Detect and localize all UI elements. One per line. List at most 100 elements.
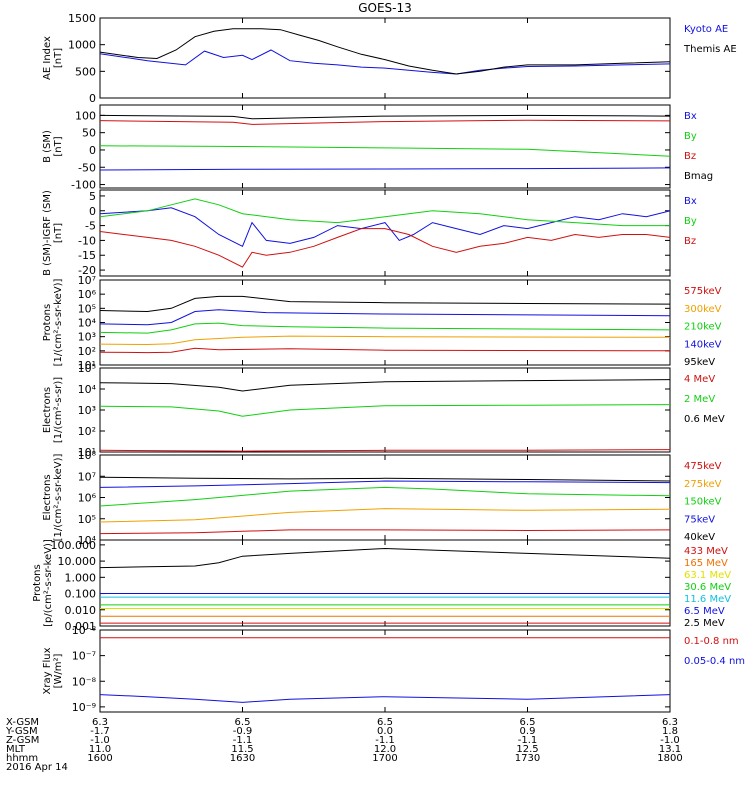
panel-3: -20 -15 -10-5 0 5 B (SM)-IGRF (SM)[nT] Bx By Bz [42,189,697,277]
panel-5: 10¹ 10² 10³ 10⁴ 10⁵ Electrons[1/(cm²-s-sr)] 4 … [42,362,725,459]
y-tick-label: 500 [75,65,96,78]
series-line-150kev [100,486,670,507]
y-axis-label-line: [nT] [53,223,64,243]
y-tick-label: 10⁷ [78,470,96,483]
series-line-themis-ae [100,28,670,75]
x-row-value: 0.0 [377,726,393,737]
panel-6: 10⁴ 10⁵ 10⁶ 10⁷ 10⁸ Electrons[1/(cm²-s-sr-keV… [42,449,722,547]
x-axis-date: 2016 Apr 14 [6,762,68,773]
y-axis-label-line: [p/(cm²-s-sr-keV)] [43,539,54,627]
y-tick-label: 10.000 [58,555,97,568]
series-line-40kev [100,476,670,482]
x-row-value: 6.3 [662,717,678,728]
legend-entry: By [684,216,697,227]
y-tick-label: 10⁴ [78,317,97,330]
y-tick-label: 10⁴ [78,534,97,547]
y-tick-label: 10⁻⁷ [72,650,96,663]
y-tick-label: -10 [78,234,96,247]
y-tick-label: 10⁵ [78,302,96,315]
y-axis-label-line: [1/(cm²-s-sr-keV)] [53,454,64,542]
y-tick-label: 10⁵ [78,362,96,375]
legend-entry: 4 MeV [684,374,715,385]
legend-entry: Bz [684,236,696,247]
y-tick-label: 10⁶ [78,492,97,505]
y-tick-label: 10⁷ [78,274,96,287]
y-axis-label: Xray Flux[W/m²] [42,647,64,694]
legend-entry: 63.1 MeV [684,570,731,581]
panel-2: -100 -50 0 50 100 B (SM)[nT] Bx By Bz Bmag [42,104,713,192]
y-tick-label: 5 [89,190,96,203]
y-tick-label: -20 [78,264,96,277]
legend-entry: 140keV [684,339,722,350]
y-axis-label-line: Electrons [42,387,53,433]
y-tick-label: 10⁻⁸ [72,624,97,637]
x-row-value: 1.8 [662,726,678,737]
y-axis-label-line: AE Index [42,36,53,80]
y-tick-label: -15 [78,249,96,262]
y-tick-label: 0.001 [65,620,97,633]
y-tick-label: -100 [71,179,96,192]
panel-1: 0 500 1000 1500 AE Index[nT] Kyoto AE Themis A… [42,12,737,105]
y-tick-label: 10⁶ [78,288,97,301]
series-line-2-mev [100,404,670,417]
x-row-value: 6.5 [235,717,251,728]
y-axis-label: AE Index[nT] [42,36,64,80]
y-tick-label: 10⁻⁸ [72,675,97,688]
x-row-value: 13.1 [659,744,681,755]
legend-entry: 150keV [684,497,722,508]
x-row-label: Y-GSM [5,726,38,737]
y-axis-label-line: Electrons [42,474,53,520]
panel-frame [99,279,671,366]
y-tick-label: 10⁻⁹ [72,701,96,714]
y-tick-label: 100.000 [51,539,97,552]
y-axis-label-line: B (SM)-IGRF (SM) [42,190,53,276]
legend-entry: 2.5 MeV [684,618,725,629]
series-line-2-5-mev [100,547,670,569]
series-line-475kev [100,529,670,535]
legend-entry: 95keV [684,357,715,368]
y-tick-label: 10⁵ [78,513,96,526]
x-row-value: -0.9 [233,726,253,737]
y-axis-label-line: [1/(cm²-s-sr-keV)] [53,279,64,367]
y-axis-label-line: [nT] [53,48,64,68]
y-axis-label-line: [1/(cm²-s-sr)] [53,377,64,443]
legend-entry: 0.05-0.4 nm [684,656,745,667]
series-line-kyoto-ae [100,49,670,75]
legend-entry: Bx [684,196,697,207]
series-line-0-6-mev [100,379,670,392]
y-axis-label-line: Protons [32,564,43,601]
x-row-value: 11.5 [231,744,253,755]
y-tick-label: 0.100 [65,588,97,601]
series-line-bz [100,228,670,268]
x-row-value: 1630 [230,753,255,764]
x-row-value: 1800 [657,753,682,764]
x-row-value: 0.9 [520,726,536,737]
x-row-value: -1.1 [233,735,253,746]
x-axis-annotation: X-GSM 6.3 6.5 6.5 6.5 6.3 Y-GSM -1.7 -0.9 0.0 0.9 1… [5,717,683,773]
legend-entry: 6.5 MeV [684,606,725,617]
x-row-label: Z-GSM [6,735,39,746]
x-row-value: -1.1 [518,735,538,746]
series-line-300kev [100,335,670,346]
panel-frame [99,189,671,277]
legend-entry: 0.1-0.8 nm [684,636,739,647]
legend-entry: 0.6 MeV [684,414,725,425]
y-axis-label: Electrons[1/(cm²-s-sr-keV)] [42,454,64,542]
x-row-value: 1730 [515,753,540,764]
panel-frame [99,629,671,713]
y-tick-label: 0 [89,205,96,218]
y-axis-label: Electrons[1/(cm²-s-sr)] [42,377,64,443]
series-line-95kev [100,295,670,313]
y-axis-label: B (SM)[nT] [42,130,64,163]
y-axis-label: Protons[p/(cm²-s-sr-keV)] [32,539,54,627]
y-tick-label: -5 [85,220,96,233]
legend-entry: 75keV [684,514,715,525]
series-line-575kev [100,347,670,354]
x-row-label: X-GSM [6,717,39,728]
x-row-value: 6.3 [92,717,108,728]
y-tick-label: 10¹ [78,446,96,459]
legend-entry: 575keV [684,286,722,297]
y-tick-label: 10⁴ [78,383,97,396]
x-row-value: 12.0 [374,744,396,755]
series-line-210kev [100,322,670,334]
